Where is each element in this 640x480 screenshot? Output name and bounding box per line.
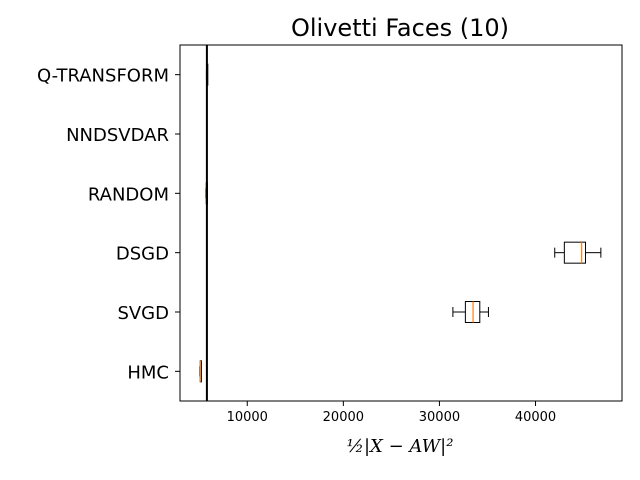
category-label: Q-TRANSFORM — [37, 66, 169, 87]
category-label: SVGD — [117, 303, 169, 324]
category-label: NNDSVDAR — [66, 125, 169, 146]
plot-frame — [179, 44, 623, 402]
x-tick-label: 10000 — [227, 410, 268, 425]
x-axis-label: ½|X − AW|² — [347, 436, 454, 457]
category-label: DSGD — [116, 244, 169, 265]
x-tick-label: 20000 — [323, 410, 364, 425]
category-label: HMC — [127, 362, 169, 383]
x-tick-label: 40000 — [515, 410, 556, 425]
chart-title: Olivetti Faces (10) — [291, 14, 509, 42]
x-tick-label: 30000 — [419, 410, 460, 425]
category-label: RANDOM — [88, 184, 169, 205]
plot-area: 10000 20000 30000 40000 Q-TRANSFORM NNDSVDAR R… — [37, 44, 623, 425]
box-iqr — [563, 241, 586, 264]
